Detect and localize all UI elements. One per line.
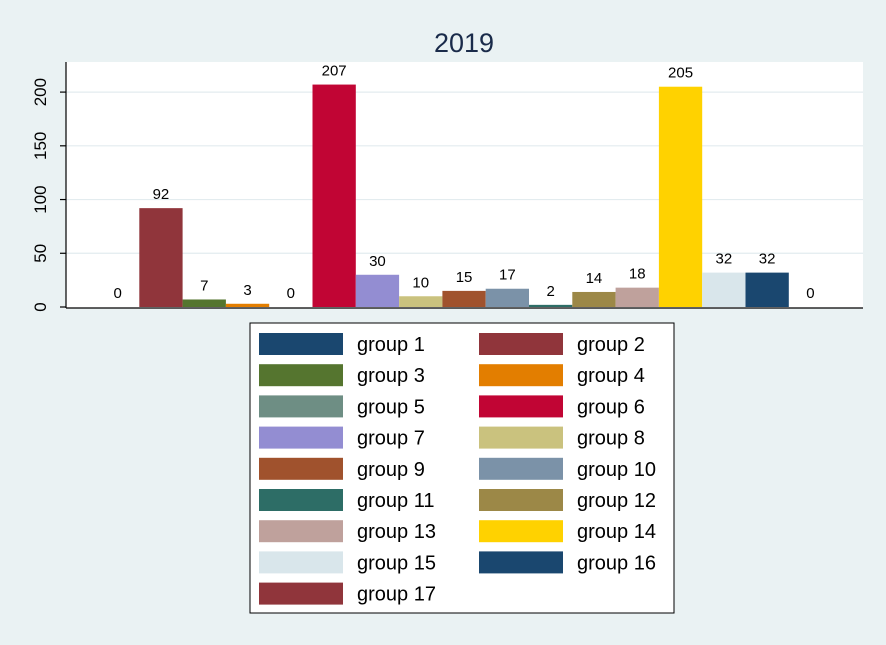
- bars: [139, 84, 789, 308]
- legend-label: group 7: [357, 428, 425, 450]
- bar: [182, 299, 226, 307]
- data-label: 0: [806, 285, 814, 302]
- legend-swatch: [479, 333, 563, 355]
- bar: [529, 304, 573, 307]
- legend-swatch: [259, 457, 343, 480]
- legend-label: group 8: [577, 428, 645, 450]
- bar: [442, 290, 486, 307]
- legend-label: group 10: [577, 459, 656, 481]
- bar: [745, 272, 789, 307]
- legend-label: group 17: [357, 584, 436, 606]
- data-label: 32: [759, 251, 776, 268]
- legend-swatch: [479, 457, 563, 480]
- legend-swatch: [259, 364, 343, 387]
- legend-label: group 6: [577, 396, 645, 418]
- data-label: 17: [499, 267, 516, 284]
- legend-swatch: [259, 582, 343, 605]
- y-tick-label: 50: [31, 244, 50, 263]
- data-label: 10: [412, 274, 429, 291]
- bar: [615, 287, 659, 307]
- data-label: 0: [113, 285, 121, 302]
- plot-area: [66, 62, 863, 308]
- bar: [658, 86, 703, 308]
- legend-swatch: [479, 426, 563, 449]
- bar: [702, 272, 746, 307]
- data-label: 18: [629, 266, 646, 283]
- data-label: 207: [322, 63, 347, 80]
- legend-label: group 1: [357, 334, 425, 356]
- legend-swatch: [479, 395, 563, 418]
- legend-label: group 9: [357, 459, 425, 481]
- legend-label: group 13: [357, 521, 436, 543]
- legend-swatch: [259, 489, 343, 511]
- legend-swatch: [259, 520, 343, 543]
- legend-label: group 2: [577, 334, 645, 356]
- data-label: 0: [287, 285, 295, 302]
- bar: [399, 296, 443, 307]
- data-label: 92: [153, 186, 170, 203]
- legend-label: group 14: [577, 521, 656, 543]
- legend-label: group 11: [357, 490, 434, 512]
- data-label: 32: [716, 251, 733, 268]
- legend-swatch: [259, 395, 343, 418]
- chart-title: 2019: [434, 28, 494, 58]
- legend-label: group 15: [357, 552, 436, 574]
- y-tick-label: 150: [31, 132, 50, 160]
- data-label: 7: [200, 277, 208, 294]
- legend-label: group 5: [357, 396, 425, 418]
- data-label: 2: [546, 283, 554, 300]
- bar: [312, 84, 356, 307]
- y-tick-label: 100: [31, 185, 50, 213]
- legend-swatch: [259, 426, 343, 449]
- legend-swatch: [479, 551, 563, 574]
- legend-label: group 16: [577, 552, 656, 574]
- bar: [572, 291, 616, 307]
- bar: [139, 208, 183, 307]
- bar: [355, 274, 400, 307]
- legend-label: group 4: [577, 365, 645, 387]
- bar: [485, 288, 529, 307]
- data-label: 14: [586, 270, 603, 287]
- data-label: 3: [243, 282, 251, 299]
- y-tick-label: 0: [31, 302, 50, 311]
- y-tick-label: 200: [31, 78, 50, 106]
- legend-swatch: [479, 520, 563, 543]
- legend-label: group 12: [577, 490, 656, 512]
- data-label: 30: [369, 253, 386, 270]
- gridlines: [66, 91, 863, 254]
- legend-label: group 3: [357, 365, 425, 387]
- legend-swatch: [259, 551, 343, 574]
- legend-swatch: [479, 364, 563, 387]
- legend-swatch: [259, 333, 343, 355]
- legend: group 1 group 2 group 3 group 4 group 5 group…: [249, 322, 675, 614]
- legend-swatch: [479, 489, 563, 511]
- data-label: 205: [668, 65, 693, 82]
- data-label: 15: [456, 269, 473, 286]
- bar: [225, 303, 270, 307]
